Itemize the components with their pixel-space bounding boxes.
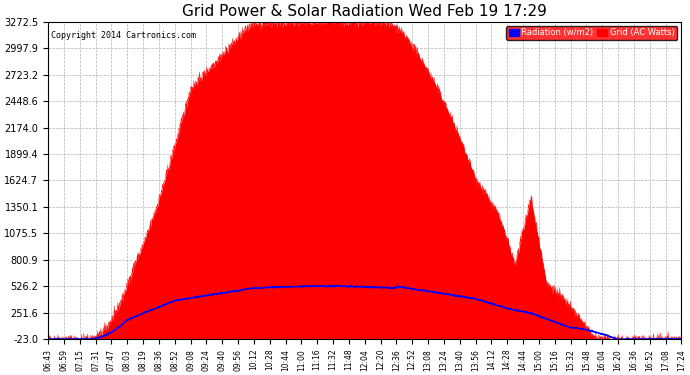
Legend: Radiation (w/m2), Grid (AC Watts): Radiation (w/m2), Grid (AC Watts) — [506, 26, 677, 40]
Title: Grid Power & Solar Radiation Wed Feb 19 17:29: Grid Power & Solar Radiation Wed Feb 19 … — [182, 4, 547, 19]
Text: Copyright 2014 Cartronics.com: Copyright 2014 Cartronics.com — [51, 31, 196, 40]
